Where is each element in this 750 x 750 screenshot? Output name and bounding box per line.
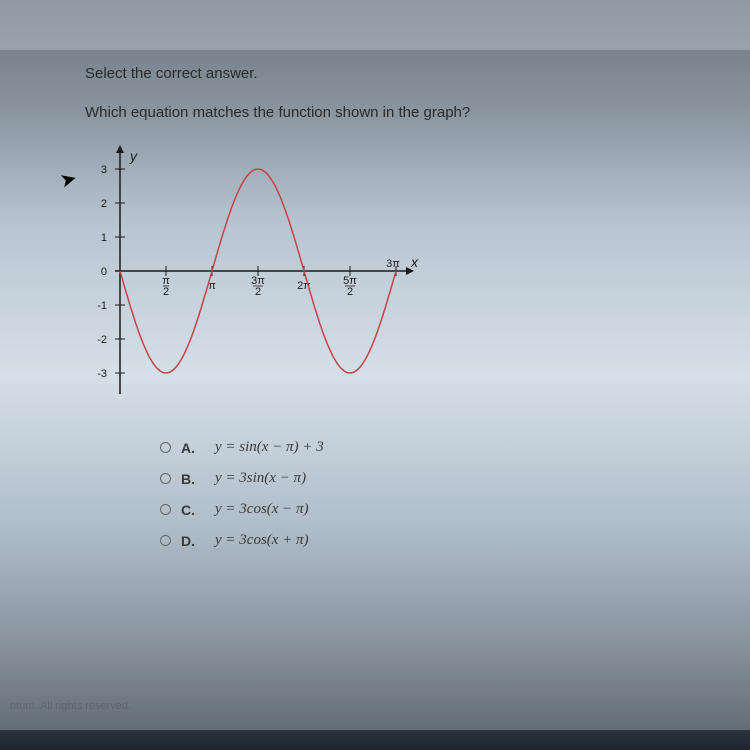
taskbar: [0, 730, 750, 750]
footer-text: ntum. All rights reserved.: [10, 700, 131, 712]
instruction-text: Select the correct answer.: [85, 65, 710, 82]
svg-text:2: 2: [101, 198, 107, 210]
radio-icon[interactable]: [160, 504, 171, 515]
svg-text:-2: -2: [97, 334, 107, 346]
radio-icon[interactable]: [160, 535, 171, 546]
answer-c[interactable]: C. y = 3cos(x − π): [160, 501, 710, 518]
answer-letter: A.: [181, 440, 197, 456]
svg-text:2: 2: [163, 286, 169, 298]
answer-equation: y = 3sin(x − π): [215, 470, 306, 487]
answer-letter: C.: [181, 502, 197, 518]
graph: ➤ 3 2 1 0 -1 -2 -3 π 2 π 3π: [85, 139, 425, 404]
svg-text:y: y: [129, 148, 138, 164]
graph-svg: 3 2 1 0 -1 -2 -3 π 2 π 3π 2 2π 5π: [85, 139, 425, 404]
svg-text:3π: 3π: [386, 258, 400, 270]
browser-bar: [0, 0, 750, 50]
y-axis-arrow: [116, 145, 124, 153]
answer-choices: A. y = sin(x − π) + 3 B. y = 3sin(x − π)…: [160, 439, 710, 549]
svg-text:0: 0: [101, 266, 107, 278]
answer-letter: D.: [181, 533, 197, 549]
svg-text:-3: -3: [97, 368, 107, 380]
mouse-cursor-icon: ➤: [57, 165, 80, 193]
answer-a[interactable]: A. y = sin(x − π) + 3: [160, 439, 710, 456]
radio-icon[interactable]: [160, 473, 171, 484]
svg-text:3: 3: [101, 164, 107, 176]
svg-text:x: x: [410, 254, 419, 270]
answer-equation: y = 3cos(x + π): [215, 532, 309, 549]
svg-text:2: 2: [255, 286, 261, 298]
content-area: Select the correct answer. Which equatio…: [85, 65, 710, 563]
answer-b[interactable]: B. y = 3sin(x − π): [160, 470, 710, 487]
answer-equation: y = sin(x − π) + 3: [215, 439, 324, 456]
svg-text:-1: -1: [97, 300, 107, 312]
svg-text:1: 1: [101, 232, 107, 244]
question-text: Which equation matches the function show…: [85, 104, 710, 121]
answer-d[interactable]: D. y = 3cos(x + π): [160, 532, 710, 549]
answer-letter: B.: [181, 471, 197, 487]
radio-icon[interactable]: [160, 442, 171, 453]
svg-text:2: 2: [347, 286, 353, 298]
answer-equation: y = 3cos(x − π): [215, 501, 309, 518]
